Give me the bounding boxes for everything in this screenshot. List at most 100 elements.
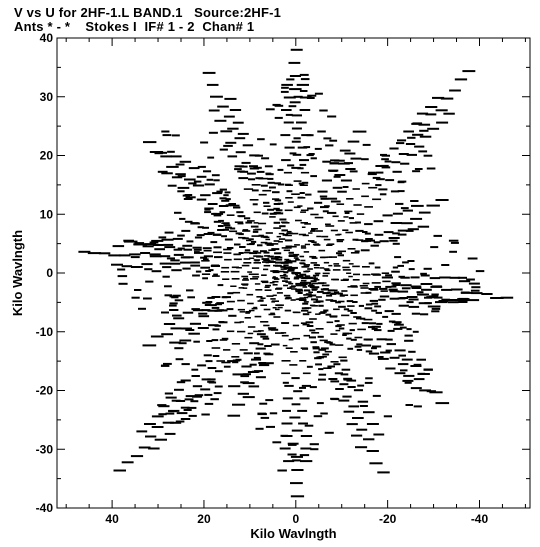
uv-point — [324, 205, 330, 208]
uv-point — [380, 290, 388, 292]
uv-point — [352, 279, 360, 281]
y-tick-label: -30 — [36, 442, 54, 456]
uv-point — [142, 245, 154, 248]
uv-point — [312, 298, 318, 301]
uv-point — [337, 233, 342, 236]
uv-point — [213, 220, 221, 223]
uv-point — [374, 285, 381, 288]
uv-point — [394, 256, 402, 259]
uv-point — [500, 296, 514, 299]
uv-point — [152, 244, 164, 246]
uv-point — [374, 329, 382, 332]
uv-point — [314, 92, 323, 95]
uv-point — [237, 132, 249, 135]
uv-point — [274, 116, 283, 119]
uv-point — [273, 227, 281, 229]
uv-point — [175, 163, 185, 166]
uv-point — [206, 340, 213, 342]
uv-point — [243, 352, 253, 355]
uv-point — [281, 221, 288, 224]
uv-point — [223, 365, 231, 368]
uv-point — [454, 78, 468, 81]
uv-point — [282, 409, 291, 412]
uv-point — [333, 175, 341, 178]
uv-point — [360, 287, 369, 289]
uv-point — [315, 230, 323, 232]
uv-point — [365, 303, 373, 306]
uv-point — [404, 339, 414, 342]
uv-point — [277, 469, 287, 472]
x-tick-label: -20 — [379, 512, 397, 526]
uv-point — [300, 259, 306, 262]
uv-point — [330, 229, 338, 232]
uv-point — [159, 262, 171, 265]
uv-point — [281, 229, 288, 232]
uv-point — [431, 293, 439, 296]
uv-point — [435, 402, 450, 405]
uv-point — [341, 314, 350, 317]
uv-point — [333, 363, 341, 366]
uv-point — [426, 167, 436, 170]
uv-point — [417, 225, 430, 228]
uv-point — [328, 264, 333, 267]
uv-point — [263, 205, 271, 207]
uv-point — [246, 239, 252, 242]
uv-point — [310, 448, 319, 451]
uv-point — [368, 322, 377, 325]
uv-point — [197, 165, 206, 168]
uv-point — [188, 182, 197, 185]
uv-point — [264, 286, 270, 288]
uv-point — [351, 434, 363, 437]
uv-point — [386, 343, 396, 346]
uv-point — [385, 338, 393, 341]
uv-point — [425, 113, 437, 116]
uv-point — [203, 258, 209, 261]
uv-point — [302, 313, 310, 316]
uv-point — [288, 105, 297, 108]
uv-point — [256, 296, 263, 298]
uv-point — [208, 269, 214, 272]
uv-point — [269, 412, 278, 415]
uv-point — [300, 78, 310, 81]
uv-point — [242, 396, 255, 399]
uv-point — [389, 147, 399, 150]
uv-point — [260, 321, 269, 323]
uv-point — [300, 284, 306, 287]
uv-point — [277, 306, 283, 309]
uv-point — [176, 381, 186, 384]
uv-point — [313, 351, 320, 354]
uv-point — [211, 347, 221, 349]
uv-point — [291, 288, 297, 290]
uv-point — [265, 261, 270, 264]
uv-point — [192, 385, 203, 388]
uv-point — [252, 276, 260, 278]
uv-point — [234, 137, 246, 140]
uv-point — [182, 311, 194, 314]
uv-point — [307, 311, 312, 314]
uv-point — [458, 301, 468, 303]
uv-point — [266, 295, 274, 297]
uv-point — [385, 274, 392, 277]
uv-point — [313, 415, 323, 418]
uv-point — [345, 168, 356, 170]
uv-point — [299, 297, 307, 299]
uv-point — [173, 317, 185, 320]
uv-point — [333, 308, 340, 311]
uv-point — [379, 240, 389, 243]
uv-point — [223, 222, 230, 225]
uv-point — [332, 186, 343, 189]
uv-point — [189, 322, 201, 325]
uv-point — [265, 399, 274, 402]
uv-point — [257, 412, 267, 415]
uv-point — [201, 378, 211, 381]
uv-point — [161, 238, 174, 241]
uv-point — [165, 412, 175, 415]
uv-point — [287, 269, 295, 272]
uv-point — [258, 222, 267, 225]
uv-point — [401, 287, 411, 290]
uv-point — [289, 88, 302, 91]
uv-point — [339, 383, 349, 386]
uv-point — [431, 307, 441, 310]
uv-point — [245, 312, 250, 314]
uv-point — [276, 235, 281, 238]
